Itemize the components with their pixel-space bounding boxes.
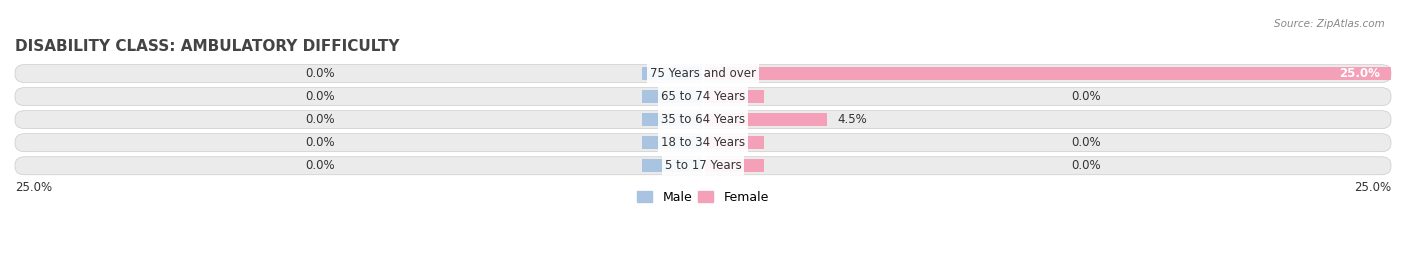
Bar <box>703 113 827 126</box>
Text: 0.0%: 0.0% <box>1071 90 1101 103</box>
Bar <box>703 159 763 172</box>
Text: 4.5%: 4.5% <box>838 113 868 126</box>
Text: 0.0%: 0.0% <box>305 136 335 149</box>
FancyBboxPatch shape <box>15 111 1391 129</box>
Bar <box>643 90 703 103</box>
FancyBboxPatch shape <box>15 88 1391 105</box>
Text: 25.0%: 25.0% <box>15 181 52 194</box>
Bar <box>703 67 1391 80</box>
FancyBboxPatch shape <box>15 65 1391 83</box>
Text: 25.0%: 25.0% <box>1339 67 1381 80</box>
FancyBboxPatch shape <box>15 134 1391 152</box>
Bar <box>703 136 763 149</box>
Bar <box>703 90 763 103</box>
Bar <box>643 159 703 172</box>
Text: 65 to 74 Years: 65 to 74 Years <box>661 90 745 103</box>
Text: 0.0%: 0.0% <box>305 113 335 126</box>
Bar <box>643 67 703 80</box>
Text: DISABILITY CLASS: AMBULATORY DIFFICULTY: DISABILITY CLASS: AMBULATORY DIFFICULTY <box>15 39 399 54</box>
Text: 18 to 34 Years: 18 to 34 Years <box>661 136 745 149</box>
Text: 0.0%: 0.0% <box>305 90 335 103</box>
Text: 0.0%: 0.0% <box>305 159 335 172</box>
Bar <box>643 136 703 149</box>
Text: 0.0%: 0.0% <box>1071 136 1101 149</box>
Text: 35 to 64 Years: 35 to 64 Years <box>661 113 745 126</box>
Text: Source: ZipAtlas.com: Source: ZipAtlas.com <box>1274 19 1385 29</box>
Text: 75 Years and over: 75 Years and over <box>650 67 756 80</box>
Legend: Male, Female: Male, Female <box>633 186 773 209</box>
Text: 0.0%: 0.0% <box>305 67 335 80</box>
Text: 5 to 17 Years: 5 to 17 Years <box>665 159 741 172</box>
Text: 0.0%: 0.0% <box>1071 159 1101 172</box>
Text: 25.0%: 25.0% <box>1354 181 1391 194</box>
FancyBboxPatch shape <box>15 157 1391 175</box>
Bar <box>643 113 703 126</box>
